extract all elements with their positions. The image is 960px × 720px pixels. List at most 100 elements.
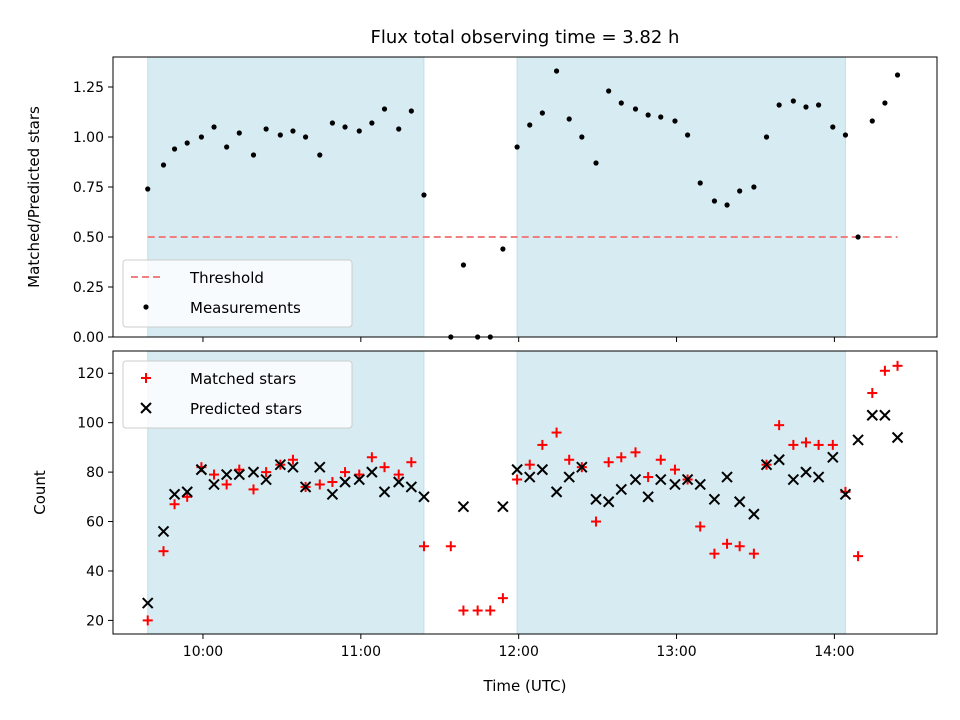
matched-star-point: [366, 452, 377, 463]
y-tick-label: 0.00: [73, 330, 104, 346]
measurement-point: [277, 132, 283, 138]
measurement-point: [369, 120, 375, 126]
predicted-star-point: [629, 473, 642, 486]
measurement-point: [869, 118, 875, 124]
matched-star-point: [892, 360, 903, 371]
matched-star-point: [248, 484, 259, 495]
measurement-point: [566, 116, 572, 122]
measurement-point: [751, 184, 757, 190]
plot-frame: [112, 56, 938, 338]
matched-star-point: [524, 459, 535, 470]
measurement-point: [224, 144, 230, 150]
measurement-point: [763, 134, 770, 140]
matched-star-point: [314, 479, 325, 490]
matched-star-point: [354, 469, 365, 480]
predicted-star-point: [208, 478, 220, 491]
measurement-point: [514, 144, 520, 150]
measurement-point: [816, 102, 822, 108]
predicted-star-point: [827, 451, 839, 463]
y-tick-label: 20: [86, 613, 104, 629]
measurement-point: [290, 128, 296, 134]
measurement-point: [421, 192, 427, 198]
bottom-panel: 20 40 60 80 100 120 10:00 11:00 12:00 13:00 14:00 C…: [31, 350, 938, 660]
y-tick-label: 120: [77, 366, 104, 382]
matched-star-point: [879, 365, 890, 376]
matched-star-point: [774, 420, 785, 431]
matched-star-point: [655, 454, 666, 465]
legend-label: Predicted stars: [190, 400, 302, 418]
y-tick-label: 1.00: [73, 130, 104, 146]
predicted-star-point: [760, 458, 773, 471]
y-tick-label: 60: [86, 515, 104, 531]
matched-star-point: [867, 388, 878, 399]
predicted-star-point: [787, 473, 800, 486]
predicted-star-point: [353, 473, 365, 486]
predicted-star-point: [839, 488, 852, 501]
x-tick-label: 14:00: [814, 644, 854, 660]
predicted-star-point: [524, 471, 536, 483]
measurement-point: [145, 186, 151, 192]
predicted-star-point: [576, 461, 588, 473]
predicted-star-point: [418, 491, 430, 503]
matched-star-point: [209, 469, 220, 480]
predicted-star-point: [615, 483, 627, 496]
matched-star-point: [709, 548, 720, 559]
legend-box: [122, 259, 353, 328]
measurement-point: [381, 106, 388, 112]
matched-star-point: [722, 538, 733, 549]
matched-star-point: [551, 427, 562, 438]
predicted-star-point: [378, 486, 391, 498]
predicted-star-point: [168, 488, 181, 501]
matched-star-point: [564, 454, 575, 465]
y-tick-label: 100: [77, 416, 104, 432]
measurement-point: [790, 98, 796, 104]
predicted-star-point: [733, 496, 746, 508]
measurement-point: [553, 68, 560, 74]
matched-star-point: [800, 437, 811, 448]
measurement-point: [211, 124, 217, 130]
y-tick-label: 0.25: [73, 280, 104, 296]
legend-label: Matched stars: [190, 370, 296, 388]
matched-star-point: [327, 476, 338, 487]
matched-star-point: [603, 457, 614, 468]
matched-star-point: [734, 541, 745, 552]
y-tick-label: 0.50: [73, 230, 104, 246]
predicted-star-point: [511, 463, 523, 476]
measurement-point: [645, 112, 651, 118]
predicted-star-point: [157, 525, 170, 538]
measurement-point: [329, 120, 336, 126]
predicted-star-point: [405, 481, 418, 493]
measurement-point: [672, 118, 678, 124]
measurement-point: [830, 124, 836, 130]
predicted-star-point: [748, 508, 760, 520]
matched-star-point: [234, 464, 245, 475]
predicted-star-point: [879, 409, 891, 421]
measurement-point: [724, 202, 730, 208]
predicted-star-point: [773, 454, 785, 466]
predicted-star-point: [233, 468, 245, 481]
predicted-star-point: [669, 478, 681, 491]
legend-box: [122, 360, 353, 429]
measurement-point: [171, 146, 178, 152]
y-axis-label: Matched/Predicted stars: [25, 106, 43, 288]
measurement-point: [684, 132, 691, 138]
x-tick-label: 13:00: [656, 644, 696, 660]
predicted-star-point: [339, 476, 351, 488]
y-tick-label: 80: [86, 465, 104, 481]
matched-star-point: [616, 452, 627, 463]
matched-star-point: [827, 439, 838, 450]
predicted-star-point: [220, 468, 233, 481]
matched-star-point: [472, 605, 483, 616]
matched-star-point: [485, 605, 496, 616]
predicted-star-point: [642, 491, 654, 503]
matched-star-point: [406, 457, 417, 468]
measurement-point: [803, 104, 809, 110]
measurement-point: [317, 152, 323, 158]
matched-star-point: [418, 541, 429, 552]
matched-star-point: [169, 499, 180, 510]
measurement-point: [606, 88, 612, 94]
measurement-point: [776, 102, 782, 108]
predicted-star-point: [602, 496, 615, 508]
measurement-point: [396, 126, 402, 132]
